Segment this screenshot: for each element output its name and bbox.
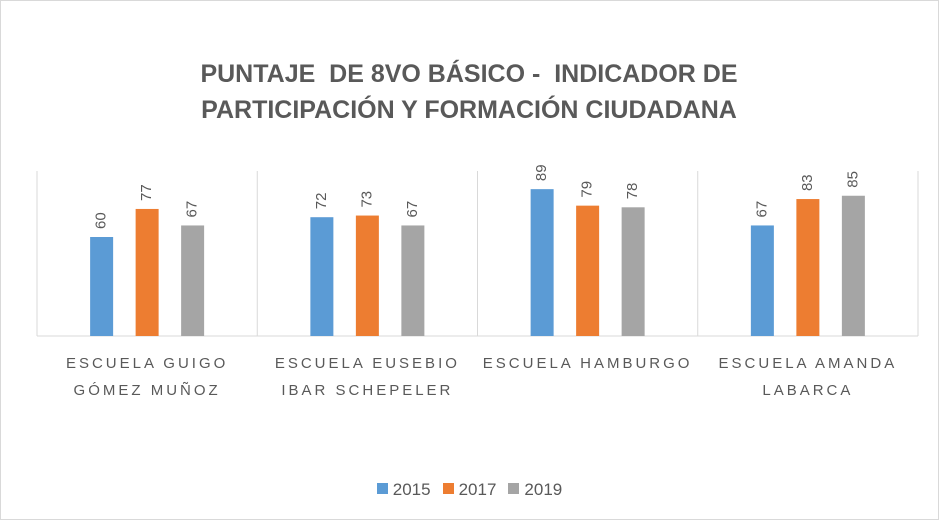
legend-item: 2017 [442, 480, 497, 500]
bar [750, 225, 774, 336]
data-label: 78 [624, 183, 641, 200]
data-label: 77 [138, 184, 155, 201]
bar [355, 215, 379, 336]
legend-label: 2015 [392, 480, 431, 499]
legend-item: 2015 [376, 480, 431, 500]
bar [796, 199, 820, 336]
legend-label: 2017 [458, 480, 497, 499]
bar [90, 237, 114, 336]
data-label: 79 [579, 181, 596, 198]
legend: 2015 2017 2019 [0, 480, 939, 500]
bar [530, 189, 554, 336]
x-tick-label: ESCUELA EUSEBIO IBAR SCHEPELER [274, 355, 460, 399]
bar [181, 225, 205, 336]
x-tick-label: ESCUELA HAMBURGO [482, 355, 693, 372]
data-label: 60 [93, 212, 110, 229]
legend-swatch [442, 483, 454, 494]
data-label: 67 [184, 201, 201, 218]
data-label: 67 [753, 201, 770, 218]
bar [621, 207, 645, 336]
bar [310, 217, 334, 336]
chart-title: PUNTAJE DE 8VO BÁSICO - INDICADOR DE PAR… [200, 60, 745, 124]
bar [576, 205, 600, 336]
bar [401, 225, 425, 336]
data-label: 72 [313, 193, 330, 210]
data-label: 67 [404, 201, 421, 218]
bar [841, 195, 865, 336]
legend-swatch [508, 483, 520, 494]
x-tick-label: ESCUELA GUIGO GÓMEZ MUÑOZ [65, 355, 229, 399]
data-label: 85 [844, 171, 861, 188]
data-label: 89 [533, 164, 550, 181]
legend-item: 2019 [508, 480, 562, 500]
legend-label: 2019 [524, 480, 563, 499]
data-label: 73 [358, 191, 375, 208]
data-label: 83 [799, 174, 816, 191]
bar [135, 208, 159, 336]
x-tick-label: ESCUELA AMANDA LABARCA [718, 355, 898, 399]
legend-swatch [376, 483, 388, 494]
